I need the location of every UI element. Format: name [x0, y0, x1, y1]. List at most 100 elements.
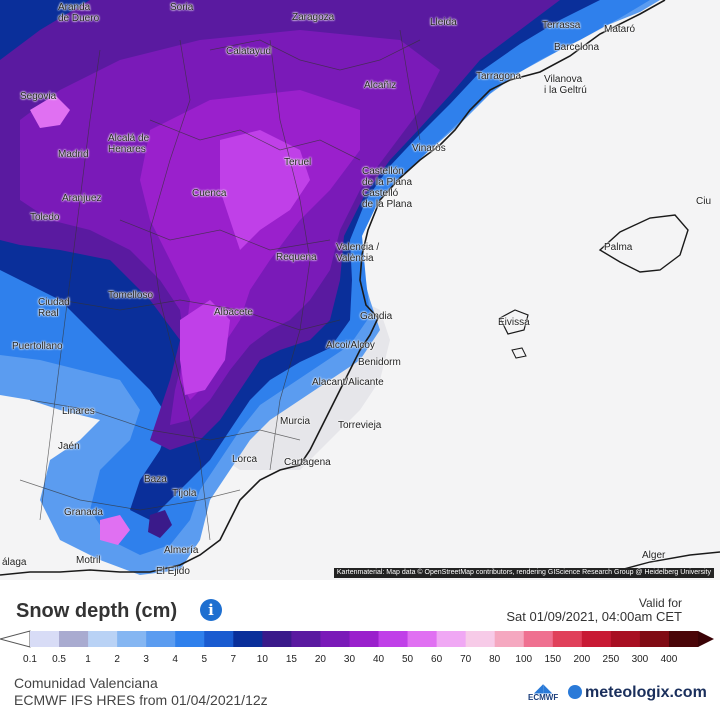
scale-tick-label: 1 — [85, 654, 91, 665]
city-label-segovia: Segovia — [20, 91, 57, 102]
scale-min-arrow — [0, 630, 31, 648]
city-label-lleida: Lleida — [430, 17, 457, 28]
valid-datetime: Sat 01/09/2021, 04:00am CET — [506, 609, 682, 624]
scale-cell-0 — [30, 631, 60, 647]
scale-cell-14 — [436, 631, 467, 647]
scale-tick-label: 7 — [230, 654, 237, 665]
city-label-puertollano: Puertollano — [12, 341, 63, 352]
region-label: Comunidad Valenciana — [14, 675, 158, 691]
scale-max-arrow — [698, 631, 714, 647]
city-label-vilanova: Vilanova i la Geltrú — [544, 74, 587, 96]
scale-cell-22 — [668, 631, 699, 647]
scale-tick-label: 15 — [285, 654, 297, 665]
city-label-motril: Motril — [76, 555, 101, 566]
city-label-terrassa: Terrassa — [542, 20, 581, 31]
model-label: ECMWF IFS HRES from 01/04/2021/12z — [14, 692, 268, 708]
valid-label: Valid for — [638, 596, 682, 610]
legend-title: Snow depth (cm) — [16, 600, 178, 622]
color-scale — [0, 630, 714, 648]
scale-tick-label: 0.5 — [52, 654, 66, 665]
scale-cell-2 — [88, 631, 118, 647]
product-info: Comunidad Valenciana ECMWF IFS HRES from… — [14, 675, 268, 709]
legend-panel — [0, 580, 720, 717]
city-label-gandia: Gandia — [360, 311, 393, 322]
scale-tick-label: 250 — [602, 654, 620, 665]
scale-tick-label: 10 — [256, 654, 268, 665]
scale-tick-label: 400 — [660, 654, 678, 665]
city-label-almeria: Almería — [164, 545, 199, 556]
city-label-alcoi: Alcoi/Alcoy — [326, 340, 375, 351]
city-label-torrevieja: Torrevieja — [338, 420, 382, 431]
city-label-tarragona: Tarragona — [476, 71, 522, 82]
scale-tick-label: 300 — [631, 654, 649, 665]
city-label-baza: Baza — [144, 474, 167, 485]
snow-depth-map[interactable] — [0, 0, 720, 580]
city-label-aranda: Aranda de Duero — [58, 2, 100, 24]
scale-tick-label: 50 — [402, 654, 414, 665]
scale-cell-8 — [262, 631, 292, 647]
city-label-jaen: Jaén — [58, 441, 80, 452]
city-label-elejido: El Ejido — [156, 566, 190, 577]
scale-cell-20 — [610, 631, 641, 647]
city-label-zaragoza: Zaragoza — [292, 12, 335, 23]
meteologix-logo-text: meteologix.com — [585, 684, 707, 701]
city-label-alicante: Alacant/Alicante — [312, 377, 384, 388]
city-label-malaga: álaga — [2, 557, 27, 568]
scale-tick-label: 3 — [143, 654, 149, 665]
scale-cell-11 — [349, 631, 380, 647]
city-label-aranjuez: Aranjuez — [62, 193, 102, 204]
valid-time: Valid for Sat 01/09/2021, 04:00am CET — [506, 596, 682, 624]
city-label-castellon: Castellón de la Plana Castelló de la Plana — [362, 166, 413, 210]
meteologix-globe-icon — [568, 685, 582, 699]
city-label-soria: Soria — [170, 2, 194, 13]
city-label-eivissa: Eivissa — [498, 317, 530, 328]
ecmwf-logo[interactable]: ◢◣ ECMWF — [528, 681, 559, 702]
city-label-ciudadreal: Ciudad Real — [38, 297, 70, 319]
city-label-madrid: Madrid — [58, 149, 89, 160]
city-label-cartagena: Cartagena — [284, 457, 331, 468]
scale-tick-label: 20 — [314, 654, 326, 665]
city-label-murcia: Murcia — [280, 416, 311, 427]
info-icon[interactable]: i — [200, 599, 222, 621]
scale-tick-label: 4 — [172, 654, 178, 665]
city-label-benidorm: Benidorm — [358, 357, 401, 368]
city-label-granada: Granada — [64, 507, 103, 518]
scale-cell-7 — [233, 631, 263, 647]
meteologix-logo[interactable]: meteologix.com — [568, 684, 707, 702]
map-canvas — [0, 0, 720, 580]
scale-cell-21 — [639, 631, 670, 647]
city-label-toledo: Toledo — [30, 212, 60, 223]
city-label-alcaniz: Alcañiz — [364, 80, 397, 91]
city-label-lorca: Lorca — [232, 454, 258, 465]
scale-tick-label: 100 — [515, 654, 533, 665]
scale-tick-label: 30 — [343, 654, 356, 665]
city-label-requena: Requena — [276, 252, 317, 263]
city-label-cuenca: Cuenca — [192, 188, 227, 199]
city-label-calatayud: Calatayud — [226, 46, 272, 57]
scale-cell-17 — [523, 631, 554, 647]
ecmwf-logo-icon: ◢◣ — [533, 681, 553, 695]
scale-tick-label: 150 — [544, 654, 562, 665]
city-label-linares: Linares — [62, 406, 95, 417]
scale-tick-label: 70 — [460, 654, 472, 665]
city-label-ciu: Ciu — [696, 196, 712, 207]
city-label-albacete: Albacete — [214, 307, 253, 318]
ecmwf-logo-text: ECMWF — [528, 693, 559, 702]
scale-cell-12 — [378, 631, 409, 647]
scale-cell-3 — [117, 631, 147, 647]
scale-cell-18 — [552, 631, 583, 647]
scale-cell-9 — [291, 631, 321, 647]
city-label-tomelloso: Tomelloso — [108, 290, 154, 301]
city-label-tijola: Tíjola — [172, 488, 197, 499]
scale-cell-16 — [494, 631, 525, 647]
map-attribution[interactable]: Kartenmaterial: Map data © OpenStreetMap… — [333, 568, 714, 578]
scale-cell-13 — [407, 631, 438, 647]
city-label-alcala: Alcalá de Henares — [108, 133, 150, 155]
scale-tick-label: 200 — [573, 654, 591, 665]
scale-cell-1 — [59, 631, 89, 647]
scale-cell-5 — [175, 631, 205, 647]
city-label-alger: Alger — [642, 550, 666, 561]
scale-cell-15 — [465, 631, 496, 647]
scale-tick-label: 0.1 — [23, 654, 37, 665]
scale-tick-label: 5 — [201, 654, 208, 665]
